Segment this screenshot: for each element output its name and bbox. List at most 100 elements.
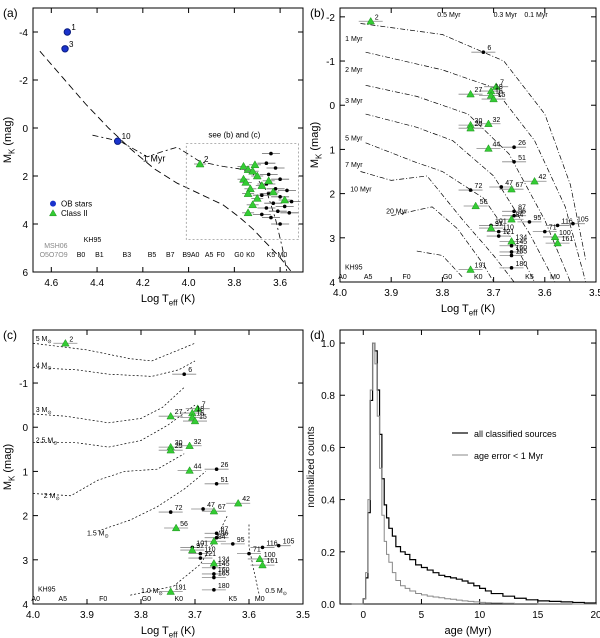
y-tick-label: 0.6 xyxy=(321,443,335,454)
data-point xyxy=(512,145,516,150)
data-point xyxy=(278,222,282,226)
mass-track-label: 2 M⊙ xyxy=(44,493,60,502)
y-tick-label: -1 xyxy=(326,57,335,68)
isochrone-label: 1 Myr xyxy=(345,36,363,43)
star-id-label: 7 xyxy=(500,80,504,87)
star-id-label: 180 xyxy=(516,261,528,268)
zoom-box xyxy=(185,143,299,241)
star-id-label: 101 xyxy=(495,218,507,225)
spectral-type-label: B9A0 xyxy=(182,252,199,259)
class-ii-marker xyxy=(530,176,539,185)
isochrone-label: 1 Myr xyxy=(143,154,166,164)
panel-c: 4.0 3.9 3.8 3.7 3.6 3.5 -1 0 1 2 3 4 (c) Log Teff (K)… xyxy=(2,328,310,638)
class-ii-marker xyxy=(166,445,175,454)
spectral-type-label: B0 xyxy=(77,252,86,259)
panel-label: (d) xyxy=(310,328,325,342)
star-id-label: 3 xyxy=(69,40,74,49)
star-id-label: 1 xyxy=(71,23,76,32)
mass-track xyxy=(97,471,207,532)
y-tick-label: -2 xyxy=(326,13,335,24)
x-tick-label: 3.6 xyxy=(538,288,552,299)
star-id-label: 84 xyxy=(516,212,524,219)
x-tick-label: 4.2 xyxy=(136,278,150,289)
spectral-type-label: K0 xyxy=(246,252,255,259)
star-id-label: 26 xyxy=(518,140,526,147)
spectral-type-label: K5 xyxy=(229,596,238,603)
isochrone-label: 5 Myr xyxy=(345,136,363,143)
data-point xyxy=(468,188,473,192)
star-id-label: 2 xyxy=(69,336,73,343)
star-id-label: 30 xyxy=(475,118,483,125)
star-id-label: 15 xyxy=(498,92,506,99)
data-point xyxy=(543,229,547,234)
panel-label: (c) xyxy=(3,328,17,342)
data-point xyxy=(509,250,514,254)
x-axis-label: age (Myr) xyxy=(444,625,491,637)
star-id-label: 134 xyxy=(218,556,230,563)
data-point xyxy=(555,223,560,228)
star-id-label: 6 xyxy=(188,367,192,374)
star-id-label: 134 xyxy=(516,234,528,241)
star-id-label: 72 xyxy=(475,183,483,190)
star-id-label: 47 xyxy=(505,180,513,187)
star-id-label: 56 xyxy=(180,521,188,528)
class-ii-marker xyxy=(209,536,219,545)
star-id-label: 15 xyxy=(199,414,207,421)
legend-label-all: all classified sources xyxy=(474,429,557,439)
star-id-label: 121 xyxy=(503,229,515,236)
star-id-label: 44 xyxy=(194,464,202,471)
star-id-label: 145 xyxy=(516,239,528,246)
star-id-label: 47 xyxy=(207,502,215,509)
x-tick-label: 15 xyxy=(532,610,544,621)
spectral-type-label: KH95 xyxy=(84,237,102,244)
class-ii-marker xyxy=(257,181,267,189)
star-id-label: 121 xyxy=(204,551,216,558)
x-tick-label: 3.5 xyxy=(589,288,600,299)
data-point xyxy=(512,213,516,218)
y-axis-label: MK (mag) xyxy=(2,444,16,490)
class-ii-marker xyxy=(243,189,253,197)
star-id-label: 10 xyxy=(122,132,131,141)
star-id-label: 84 xyxy=(218,534,226,541)
class-ii-marker xyxy=(491,82,501,90)
spectral-type-label: G0 xyxy=(234,252,243,259)
spectral-type-label: M0 xyxy=(278,252,288,259)
data-point xyxy=(260,545,265,550)
legend-class-ii-marker xyxy=(49,209,57,217)
spectral-type-label: B3 xyxy=(123,252,132,259)
y-tick-label: 1 xyxy=(22,467,28,478)
class-ii-marker xyxy=(193,404,202,412)
data-point xyxy=(269,215,273,220)
isochrone-curve xyxy=(360,23,587,260)
legend-ob-label: OB stars xyxy=(61,200,92,209)
data-point xyxy=(231,542,235,546)
class-ii-marker xyxy=(466,123,475,132)
spectral-type-label: O5O7O9 xyxy=(40,252,68,259)
y-tick-label: 4 xyxy=(22,600,28,611)
star-id-label: 180 xyxy=(218,583,230,590)
x-tick-label: 4.6 xyxy=(44,278,58,289)
class-ii-marker xyxy=(255,554,265,563)
data-point xyxy=(527,220,532,224)
isochrone-label: 2 Myr xyxy=(345,67,363,74)
class-ii-marker xyxy=(550,232,560,241)
y-tick-label: -1 xyxy=(19,379,28,390)
class-ii-marker xyxy=(250,160,260,169)
ob-star-marker xyxy=(61,45,69,53)
spectral-type-label: A5 xyxy=(58,596,67,603)
mass-track-label: 3 M⊙ xyxy=(36,407,52,416)
data-point xyxy=(512,159,516,164)
star-id-label: 95 xyxy=(533,215,541,222)
class-ii-marker xyxy=(252,193,262,202)
spectral-type-label: M0 xyxy=(255,596,265,603)
isochrone-1myr xyxy=(92,134,288,273)
star-id-label: 42 xyxy=(242,496,250,503)
spectral-type-label: MSH06 xyxy=(44,243,67,250)
y-tick-label: 1 xyxy=(329,145,335,156)
data-point xyxy=(571,221,575,226)
data-point xyxy=(266,172,271,177)
class-ii-marker xyxy=(241,177,251,186)
star-id-label: 27 xyxy=(475,87,483,94)
isochrone-label: 0.1 Myr xyxy=(524,12,548,19)
spectral-type-label: F0 xyxy=(217,252,225,259)
